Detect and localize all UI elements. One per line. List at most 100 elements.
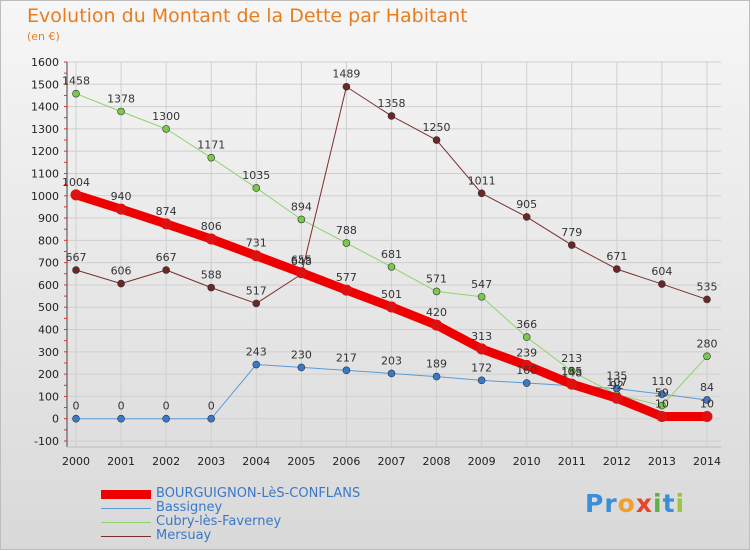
data-label-bourguignon-l-s-conflans: 10 [700, 397, 714, 410]
y-tick-label: 1300 [31, 123, 59, 136]
data-label-bassigney: 172 [471, 361, 492, 374]
data-label-bassigney: 203 [381, 354, 402, 367]
data-label-cubry-l-s-faverney: 366 [516, 318, 537, 331]
logo-letter: o [617, 489, 636, 518]
data-point-mersuay [162, 266, 170, 274]
data-point-bourguignon-l-s-conflans [521, 359, 533, 371]
data-label-mersuay: 779 [561, 226, 582, 239]
data-label-mersuay: 905 [516, 198, 537, 211]
x-tick-label: 2004 [242, 455, 270, 468]
data-label-bassigney: 230 [291, 348, 312, 361]
data-label-cubry-l-s-faverney: 1378 [107, 92, 135, 105]
logo-letter: x [635, 489, 653, 518]
logo-letter: i [675, 489, 686, 518]
y-tick-label: 900 [38, 212, 59, 225]
data-label-mersuay: 604 [651, 265, 672, 278]
data-label-mersuay: 588 [201, 269, 222, 282]
data-label-mersuay: 517 [246, 284, 267, 297]
data-point-cubry-l-s-faverney [297, 215, 306, 224]
legend-label: Mersuay [156, 528, 212, 543]
data-point-cubry-l-s-faverney [72, 89, 80, 98]
y-tick-label: 1200 [31, 145, 59, 158]
y-tick-label: 1600 [31, 56, 59, 69]
data-label-bassigney: 0 [208, 400, 215, 413]
x-tick-label: 2011 [558, 455, 586, 468]
data-point-mersuay [703, 295, 711, 304]
data-point-bourguignon-l-s-conflans [611, 392, 623, 404]
data-label-cubry-l-s-faverney: 547 [471, 278, 492, 291]
data-point-bassigney [252, 360, 261, 369]
data-label-mersuay: 1011 [468, 174, 496, 187]
legend-swatch [101, 507, 151, 509]
data-point-mersuay [387, 112, 396, 120]
data-point-bourguignon-l-s-conflans [295, 267, 307, 279]
x-tick-label: 2009 [468, 455, 496, 468]
data-label-bassigney: 110 [651, 375, 672, 388]
data-point-mersuay [567, 241, 576, 249]
data-label-cubry-l-s-faverney: 1300 [152, 110, 180, 123]
data-label-cubry-l-s-faverney: 213 [561, 352, 582, 365]
data-point-mersuay [117, 279, 125, 288]
logo-letter: r [604, 489, 618, 518]
data-label-bourguignon-l-s-conflans: 874 [156, 205, 177, 218]
data-point-mersuay [342, 82, 351, 91]
y-tick-label: 400 [38, 324, 59, 337]
data-label-mersuay: 648 [291, 255, 312, 268]
data-point-bassigney [522, 379, 531, 387]
data-point-cubry-l-s-faverney [117, 107, 125, 116]
data-point-bassigney [703, 396, 711, 404]
y-tick-label: 600 [38, 279, 59, 292]
y-tick-label: 1500 [31, 78, 59, 91]
data-label-bourguignon-l-s-conflans: 155 [561, 365, 582, 378]
y-tick-label: 1100 [31, 167, 59, 180]
data-label-bourguignon-l-s-conflans: 239 [516, 346, 537, 359]
data-label-bourguignon-l-s-conflans: 577 [336, 271, 357, 284]
data-label-bourguignon-l-s-conflans: 92 [610, 379, 624, 392]
data-point-mersuay [252, 299, 261, 308]
x-tick-label: 2005 [287, 455, 315, 468]
data-label-cubry-l-s-faverney: 571 [426, 272, 447, 285]
x-tick-label: 2000 [62, 455, 90, 468]
data-point-cubry-l-s-faverney [658, 401, 666, 410]
y-tick-label: 300 [38, 346, 59, 359]
data-label-cubry-l-s-faverney: 681 [381, 248, 402, 261]
data-point-mersuay [72, 266, 80, 274]
x-tick-label: 2010 [513, 455, 541, 468]
data-point-cubry-l-s-faverney [477, 292, 486, 301]
chart-title: Evolution du Montant de la Dette par Hab… [27, 5, 468, 27]
legend-swatch [101, 521, 151, 523]
y-tick-label: 200 [38, 368, 59, 381]
data-label-mersuay: 1358 [377, 97, 405, 110]
data-label-bassigney: 148 [561, 367, 582, 380]
x-tick-label: 2003 [197, 455, 225, 468]
data-point-mersuay [522, 213, 531, 221]
y-tick-label: 1400 [31, 101, 59, 114]
data-point-mersuay [432, 136, 441, 144]
data-point-cubry-l-s-faverney [387, 263, 396, 271]
x-tick-label: 2007 [377, 455, 405, 468]
data-label-cubry-l-s-faverney: 59 [655, 387, 669, 400]
x-tick-label: 2008 [423, 455, 451, 468]
x-tick-label: 2001 [107, 455, 135, 468]
data-point-mersuay [658, 280, 666, 288]
data-point-cubry-l-s-faverney [207, 153, 216, 162]
data-label-bassigney: 135 [606, 370, 627, 383]
data-label-bourguignon-l-s-conflans: 420 [426, 306, 447, 319]
x-tick-label: 2014 [693, 455, 721, 468]
data-point-bourguignon-l-s-conflans [656, 410, 668, 422]
x-tick-label: 2002 [152, 455, 180, 468]
data-label-bourguignon-l-s-conflans: 806 [201, 220, 222, 233]
data-label-cubry-l-s-faverney: 1171 [197, 139, 225, 152]
data-point-bourguignon-l-s-conflans [250, 250, 262, 262]
proxiti-logo: Proxiti [585, 489, 685, 518]
data-point-bourguignon-l-s-conflans [385, 301, 397, 313]
x-tick-label: 2013 [648, 455, 676, 468]
data-point-bourguignon-l-s-conflans [476, 343, 488, 355]
data-point-bassigney [432, 372, 441, 381]
data-label-bourguignon-l-s-conflans: 10 [655, 397, 669, 410]
data-point-cubry-l-s-faverney [567, 367, 576, 376]
data-point-bourguignon-l-s-conflans [115, 203, 127, 215]
data-point-bourguignon-l-s-conflans [70, 189, 82, 201]
